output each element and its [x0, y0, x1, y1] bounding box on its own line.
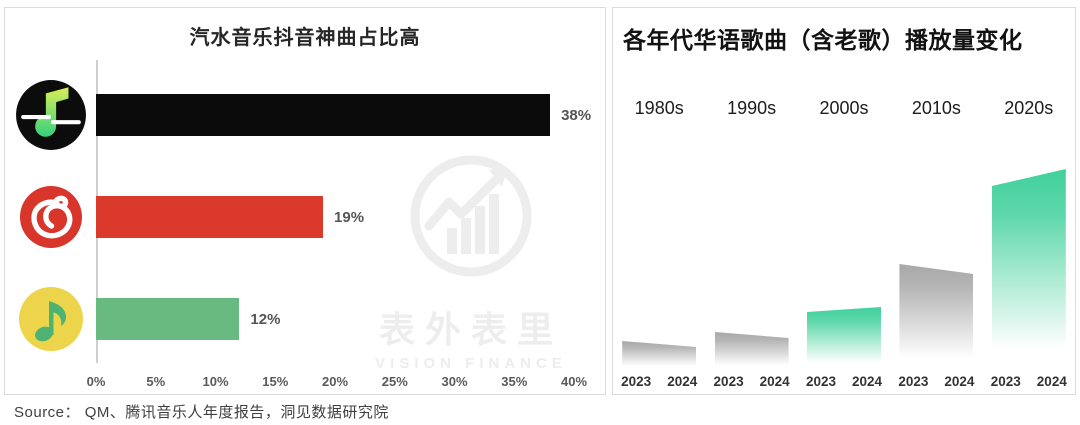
value-bar-netease-cloud-music: [96, 196, 324, 238]
year-label: 2024: [667, 374, 698, 389]
year-label: 2023: [990, 374, 1021, 389]
qq-music-icon: [18, 287, 83, 351]
right-chart-title: 各年代华语歌曲（含老歌）播放量变化: [623, 27, 1023, 53]
x-axis-tick-label: 35%: [501, 374, 528, 389]
decade-labels-row: 1980s 1990s 2000s 2010s 2020s: [613, 98, 1075, 119]
year-label: 2023: [805, 374, 836, 389]
ribbon-bar-2010s: [899, 264, 974, 369]
right-chart-card: 各年代华语歌曲（含老歌）播放量变化 1980s 1990s 2000s 2010…: [612, 7, 1076, 395]
watermark-en-text: VISION FINANCE: [375, 355, 567, 372]
decade-label: 2000s: [819, 98, 869, 118]
netease-cloud-music-icon: [19, 186, 82, 248]
x-axis-tick-label: 5%: [146, 374, 166, 389]
decade-label: 1990s: [727, 98, 777, 118]
ribbon-bar-2020s: [991, 169, 1066, 369]
x-axis-tick-label: 15%: [262, 374, 289, 389]
bar-row-soda-music: 38%: [5, 80, 605, 150]
watermark-cn-text: 表外表里: [378, 309, 563, 350]
x-axis: 0% 5% 10% 15% 20% 25% 30% 35% 40%: [87, 374, 587, 392]
watermark-logo-icon: [410, 155, 532, 277]
left-chart-card: 汽水音乐抖音神曲占比高 表外表里 VISION FINANCE: [4, 7, 606, 395]
year-label: 2024: [1036, 374, 1067, 389]
ribbon-plot-area: [613, 123, 1075, 369]
bar-value-label: 38%: [561, 106, 592, 124]
year-label: 2024: [944, 374, 975, 389]
x-axis-tick-label: 30%: [441, 374, 468, 389]
left-chart-title: 汽水音乐抖音神曲占比高: [189, 27, 421, 49]
ribbon-bar-1990s: [714, 332, 789, 369]
x-axis-tick-label: 10%: [202, 374, 229, 389]
ribbon-bar-1980s: [622, 341, 697, 369]
decade-label: 2020s: [1004, 98, 1054, 118]
ribbon-bar-2000s: [806, 307, 881, 369]
value-bar-qq-music: [96, 298, 240, 340]
bar-value-label: 19%: [334, 208, 365, 226]
value-bar-soda-music: [96, 94, 551, 136]
year-label: 2024: [759, 374, 790, 389]
bar-value-label: 12%: [250, 310, 281, 328]
year-label: 2024: [851, 374, 883, 389]
x-axis-tick-label: 0%: [86, 374, 106, 389]
x-axis-tick-label: 40%: [560, 374, 588, 389]
soda-music-icon: [15, 80, 86, 150]
year-label: 2023: [713, 374, 744, 389]
year-labels-row: 2023 2024 2023 2024 2023 2024 2023 2024 …: [613, 374, 1075, 389]
watermark: 表外表里 VISION FINANCE: [331, 146, 611, 372]
bar-row-qq-music: 12%: [5, 287, 605, 351]
year-label: 2023: [621, 374, 652, 389]
year-label: 2023: [898, 374, 929, 389]
source-text: Source： QM、腾讯音乐人年度报告，洞见数据研究院: [14, 404, 389, 421]
x-axis-tick-label: 25%: [381, 374, 408, 389]
x-axis-tick-label: 20%: [321, 374, 349, 389]
bar-row-netease-cloud-music: 19%: [5, 186, 605, 248]
decade-label: 2010s: [911, 98, 961, 118]
decade-label: 1980s: [634, 98, 684, 118]
